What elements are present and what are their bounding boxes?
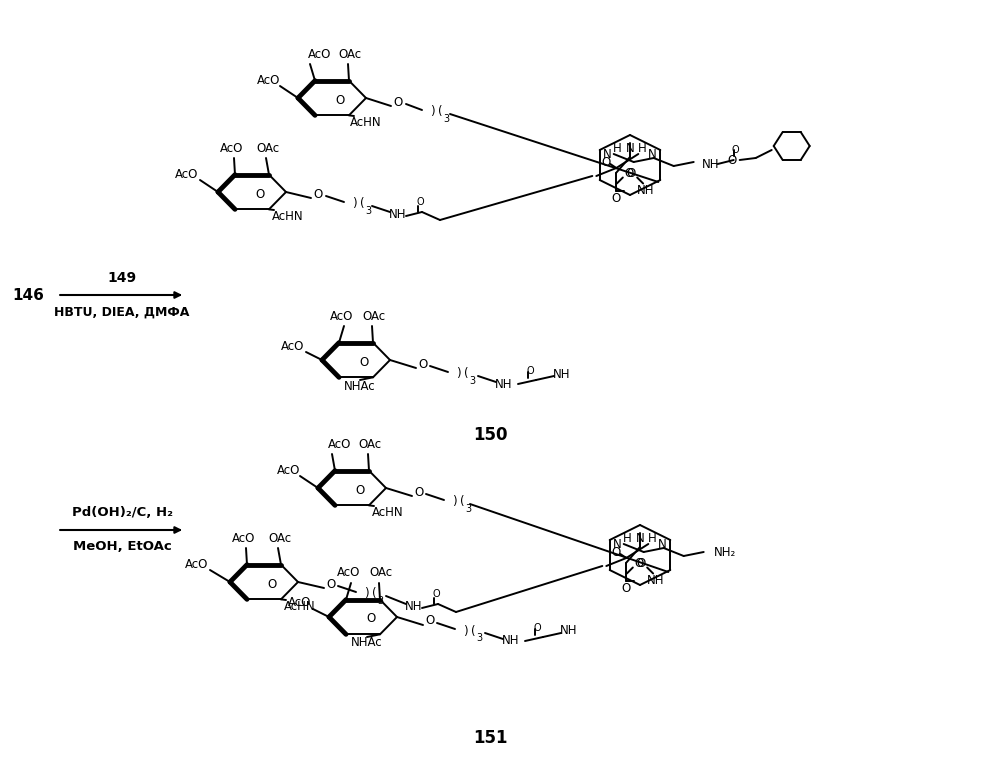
Text: 151: 151: [473, 729, 507, 747]
Text: H: H: [638, 141, 646, 154]
Text: 3: 3: [465, 504, 472, 514]
Text: O: O: [360, 355, 369, 368]
Text: O: O: [256, 187, 265, 200]
Text: NH: NH: [701, 157, 719, 170]
Text: ): ): [364, 588, 369, 601]
Text: (: (: [471, 624, 476, 637]
Text: AcO: AcO: [329, 438, 352, 451]
Text: NH: NH: [560, 624, 577, 637]
Text: OAc: OAc: [269, 532, 292, 545]
Text: OAc: OAc: [359, 438, 382, 451]
Text: AcO: AcO: [277, 464, 300, 477]
Text: O: O: [526, 366, 533, 376]
Text: N: N: [635, 533, 644, 545]
Text: O: O: [611, 545, 621, 558]
Text: (: (: [460, 496, 465, 509]
Text: AcO: AcO: [281, 339, 304, 352]
Text: O: O: [433, 589, 440, 599]
Text: AcO: AcO: [288, 597, 311, 610]
Text: NHAc: NHAc: [345, 380, 376, 393]
Text: O: O: [367, 613, 376, 626]
Text: O: O: [626, 167, 635, 180]
Text: O: O: [327, 578, 336, 591]
Text: NHAc: NHAc: [352, 636, 383, 649]
Text: (: (: [464, 367, 469, 380]
Text: O: O: [636, 557, 645, 570]
Text: NH: NH: [496, 377, 512, 390]
Text: N: N: [625, 143, 634, 156]
Text: ): ): [456, 367, 461, 380]
Text: OAc: OAc: [339, 47, 362, 60]
Text: ): ): [463, 624, 468, 637]
Text: N: N: [603, 147, 612, 160]
Text: AcO: AcO: [185, 558, 208, 571]
Text: H: H: [613, 141, 622, 154]
Text: O: O: [732, 145, 739, 155]
Text: NH: NH: [390, 208, 407, 221]
Text: 146: 146: [12, 287, 44, 303]
Text: O: O: [601, 156, 611, 169]
Text: NH: NH: [502, 634, 519, 648]
Text: O: O: [533, 623, 540, 633]
Text: O: O: [727, 154, 736, 167]
Text: O: O: [415, 485, 424, 498]
Text: AcO: AcO: [257, 73, 280, 86]
Text: 150: 150: [473, 426, 507, 444]
Text: O: O: [394, 96, 403, 108]
Text: (: (: [360, 198, 365, 211]
Text: ): ): [452, 496, 457, 509]
Text: H: H: [623, 532, 632, 545]
Text: ): ): [352, 198, 357, 211]
Text: N: N: [613, 538, 622, 551]
Text: ): ): [430, 105, 435, 118]
Text: 3: 3: [443, 114, 450, 124]
Text: OAc: OAc: [363, 309, 386, 322]
Text: AcO: AcO: [309, 47, 332, 60]
Text: (: (: [372, 588, 377, 601]
Text: O: O: [634, 557, 643, 570]
Text: OAc: OAc: [370, 566, 393, 580]
Text: O: O: [268, 578, 277, 591]
Text: NH: NH: [636, 183, 654, 196]
Text: AcHN: AcHN: [350, 115, 382, 128]
Text: AcO: AcO: [233, 532, 256, 545]
Text: AcO: AcO: [175, 167, 198, 180]
Text: AcO: AcO: [338, 566, 361, 580]
Text: AcHN: AcHN: [284, 600, 316, 613]
Text: NH: NH: [406, 600, 423, 613]
Text: 3: 3: [469, 376, 476, 386]
Text: H: H: [648, 532, 656, 545]
Text: 3: 3: [377, 596, 383, 606]
Text: AcHN: AcHN: [272, 209, 304, 222]
Text: O: O: [426, 614, 435, 627]
Text: (: (: [438, 105, 443, 118]
Text: HBTU, DIEA, ДМФА: HBTU, DIEA, ДМФА: [54, 306, 190, 319]
Text: O: O: [621, 582, 630, 595]
Text: AcO: AcO: [331, 309, 354, 322]
Text: O: O: [314, 187, 323, 200]
Text: O: O: [419, 358, 428, 371]
Text: O: O: [336, 93, 345, 106]
Text: O: O: [624, 167, 633, 180]
Text: 149: 149: [108, 271, 137, 285]
Text: 3: 3: [476, 633, 483, 643]
Text: O: O: [356, 484, 365, 497]
Text: AcHN: AcHN: [372, 506, 404, 519]
Text: OAc: OAc: [257, 141, 280, 154]
Text: NH₂: NH₂: [713, 545, 736, 558]
Text: MeOH, EtOAc: MeOH, EtOAc: [73, 540, 172, 553]
Text: NH: NH: [553, 367, 570, 380]
Text: AcO: AcO: [221, 141, 244, 154]
Text: O: O: [611, 193, 620, 206]
Text: Pd(OH)₂/C, H₂: Pd(OH)₂/C, H₂: [72, 507, 173, 520]
Text: NH: NH: [646, 574, 664, 587]
Text: O: O: [417, 197, 424, 207]
Text: 3: 3: [365, 206, 371, 216]
Text: N: N: [648, 147, 656, 160]
Text: N: N: [658, 538, 666, 551]
